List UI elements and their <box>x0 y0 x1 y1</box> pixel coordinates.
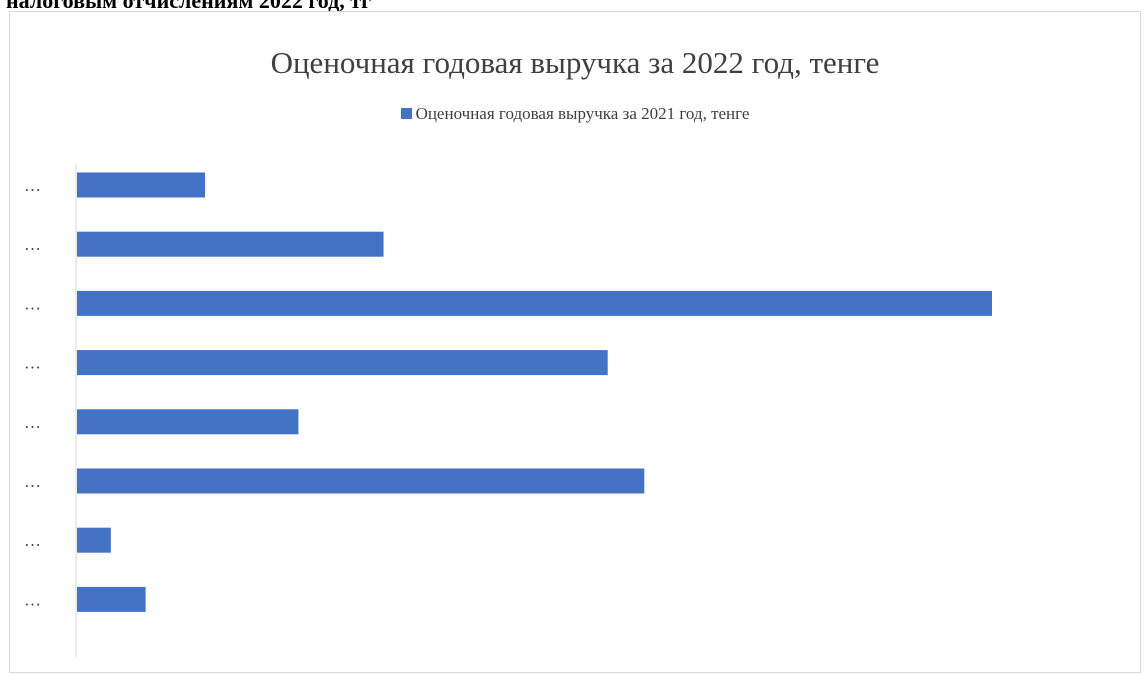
bar-1 <box>77 172 206 198</box>
bar-chart-plot: … … … … … … … … <box>24 164 992 657</box>
document-heading: налоговым отчислениям 2022 год, тг <box>6 0 372 13</box>
category-label-2: … <box>24 235 41 254</box>
bar-5 <box>77 409 299 435</box>
category-label-8: … <box>24 590 41 609</box>
bar-6 <box>77 468 645 494</box>
category-label-1: … <box>24 176 41 195</box>
chart-title: Оценочная годовая выручка за 2022 год, т… <box>270 45 880 80</box>
bar-2 <box>77 231 384 257</box>
category-label-5: … <box>24 413 41 432</box>
category-label-4: … <box>24 354 41 373</box>
legend-swatch <box>400 108 412 119</box>
chart-frame: Оценочная годовая выручка за 2022 год, т… <box>9 11 1141 673</box>
legend-label: Оценочная годовая выручка за 2021 год, т… <box>415 104 750 123</box>
category-label-7: … <box>24 531 41 550</box>
bar-7 <box>77 527 111 553</box>
chart-legend: Оценочная годовая выручка за 2021 год, т… <box>10 104 1140 124</box>
bar-3 <box>77 290 992 316</box>
category-labels: … … … … … … … … <box>24 176 41 609</box>
category-label-3: … <box>24 294 41 313</box>
category-label-6: … <box>24 472 41 491</box>
bar-4 <box>77 350 608 376</box>
bar-8 <box>77 586 146 612</box>
bars-group <box>77 172 992 612</box>
